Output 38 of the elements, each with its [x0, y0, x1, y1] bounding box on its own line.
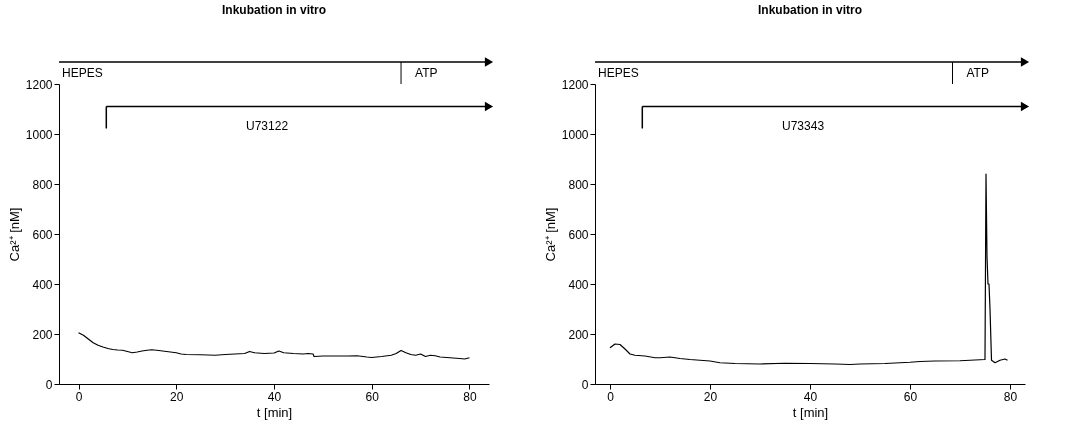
y-tick-label: 1200 [561, 77, 589, 92]
y-tick-label: 1000 [561, 127, 589, 142]
y-tick-label: 200 [568, 327, 589, 342]
ref-line-label: ATP [415, 66, 438, 80]
y-axis-title: Ca²⁺ [nM] [542, 207, 558, 262]
y-tick-label: 800 [568, 177, 589, 192]
y-tick-label: 400 [32, 277, 53, 292]
x-axis-title: t [min] [792, 404, 829, 420]
text: HEPES [62, 66, 103, 80]
x-tick-label: 40 [267, 389, 282, 404]
x-tick-label: 60 [365, 389, 380, 404]
chart-title: Inkubation in vitro [222, 3, 326, 18]
text: HEPES [598, 66, 639, 80]
line-series [609, 173, 1009, 366]
annotation: U73122 [246, 118, 289, 133]
x-tick-label: 0 [607, 389, 615, 404]
annotation: U73343 [782, 118, 825, 133]
y-tick-label: 1000 [25, 127, 53, 142]
y-tick-label: 600 [568, 227, 589, 242]
y-tick-label: 800 [32, 177, 53, 192]
y-tick-label: 400 [568, 277, 589, 292]
ref-line-label: ATP [966, 66, 989, 80]
x-tick-label: 80 [1003, 389, 1018, 404]
y-tick-label: 200 [32, 327, 53, 342]
x-tick-label: 20 [703, 389, 718, 404]
x-tick-label: 20 [170, 389, 184, 404]
x-tick-label: 80 [463, 389, 477, 404]
line-series [77, 332, 471, 360]
x-axis-title: t [min] [256, 404, 293, 420]
y-tick-label: 0 [45, 377, 53, 392]
chart-title: Inkubation in vitro [758, 3, 862, 18]
y-tick-label: 600 [32, 227, 53, 242]
x-tick-label: 40 [803, 389, 818, 404]
y-axis-title: Ca²⁺ [nM] [6, 207, 22, 262]
x-tick-label: 60 [903, 389, 918, 404]
y-tick-label: 1200 [25, 77, 53, 92]
x-tick-label: 0 [75, 389, 83, 404]
y-tick-label: 0 [581, 377, 589, 392]
